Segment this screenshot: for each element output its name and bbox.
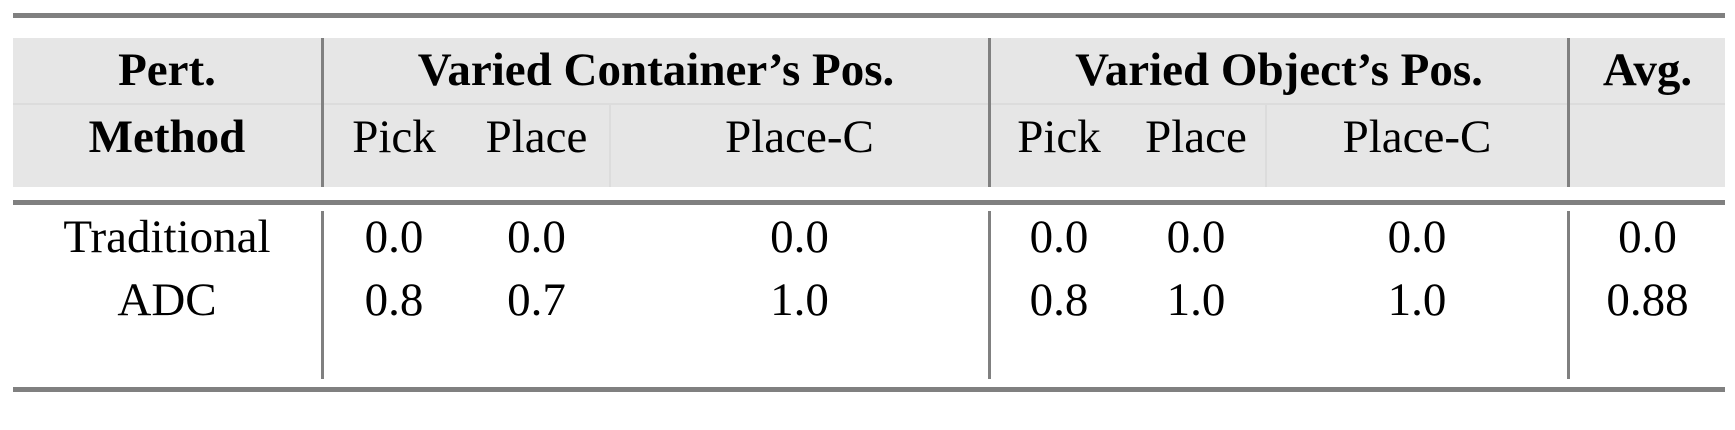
table-row-average: 0.0 [1618,211,1677,263]
table-row-object-place-c: 1.0 [1387,274,1447,326]
table-row-container-place-c: 0.0 [770,211,829,263]
divider-method-container-body [321,211,324,379]
header-object-pick: Pick [1017,111,1101,163]
table-row-average: 0.88 [1606,274,1689,326]
divider-container-object-header [988,38,991,187]
table-row-object-place: 0.0 [1166,211,1226,263]
subcolumn-separator-object [1265,105,1267,187]
header-group-varied-object: Varied Object’s Pos. [1075,44,1483,96]
header-group-varied-container: Varied Container’s Pos. [417,44,895,96]
table-row-object-pick: 0.8 [1029,274,1089,326]
header-container-place-c: Place-C [725,111,874,163]
header-shading [13,38,1725,187]
header-container-place: Place [485,111,588,163]
table-bottom-rule [13,387,1725,392]
table-header-rule [13,200,1725,205]
table-row-container-pick: 0.8 [364,274,424,326]
table-row-object-pick: 0.0 [1029,211,1089,263]
divider-container-object-body [988,211,991,379]
table-row-container-place: 0.0 [507,211,566,263]
header-method-line1: Pert. [118,44,216,96]
table-row-object-place-c: 0.0 [1387,211,1447,263]
header-object-place: Place [1145,111,1247,163]
divider-object-avg-body [1567,211,1570,379]
table-row-container-place: 0.7 [507,274,566,326]
table-row-container-pick: 0.0 [364,211,424,263]
divider-method-container-header [321,38,324,187]
header-row-separator [13,103,1725,105]
table-row-object-place: 1.0 [1166,274,1226,326]
table-row-method: Traditional [63,211,271,263]
header-method-line2: Method [88,111,246,163]
table-top-rule [13,13,1725,18]
header-object-place-c: Place-C [1342,111,1492,163]
subcolumn-separator-container [609,105,611,187]
table-row-container-place-c: 1.0 [770,274,829,326]
header-average: Avg. [1602,44,1693,96]
header-container-pick: Pick [352,111,436,163]
table-row-method: ADC [117,274,217,326]
divider-object-avg-header [1567,38,1570,187]
